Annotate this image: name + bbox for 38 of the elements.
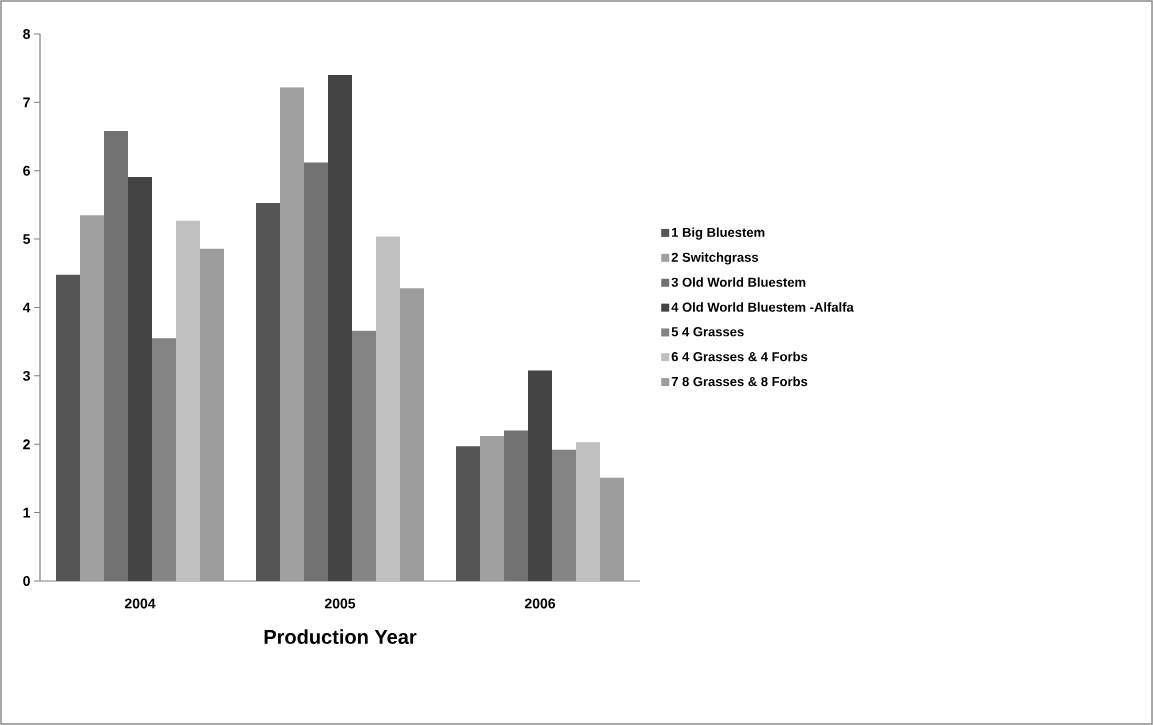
- y-tick-label: 2: [23, 439, 30, 450]
- bar: [528, 370, 553, 581]
- bar: [328, 75, 352, 581]
- legend-label: 1 Big Bluestem: [672, 227, 765, 240]
- y-tick-label: 0: [23, 576, 30, 586]
- bar: [176, 220, 200, 581]
- bar: [480, 436, 505, 581]
- y-tick-label: 3: [22, 370, 30, 381]
- bar: [400, 288, 425, 581]
- legend-label: 6 4 Grasses & 4 Forbs: [671, 351, 808, 362]
- y-tick-label: 6: [23, 165, 30, 176]
- bar: [600, 477, 625, 581]
- y-tick-label: 5: [23, 234, 31, 245]
- y-tick-label: 4: [22, 302, 31, 313]
- bar: [376, 236, 401, 581]
- bar: [504, 430, 529, 581]
- x-tick-label: 2006: [524, 598, 556, 609]
- bar: [280, 87, 304, 581]
- bar: [104, 131, 128, 581]
- y-tick-label: 8: [23, 29, 31, 39]
- x-tick-label: 2004: [124, 598, 156, 609]
- bar: [304, 162, 328, 581]
- legend-label: 4 Old World Bluestem -Alfalfa: [671, 302, 854, 312]
- legend-label: 2 Switchgrass: [671, 252, 759, 265]
- bar: [128, 176, 152, 581]
- legend-label: 5 4 Grasses: [671, 327, 744, 337]
- bar: [576, 442, 601, 581]
- bar: [200, 248, 224, 581]
- x-axis-title: Production Year: [264, 629, 417, 644]
- x-tick-label: 2005: [324, 598, 356, 609]
- legend-label: 7 8 Grasses & 8 Forbs: [671, 376, 808, 387]
- bar: [456, 446, 481, 581]
- bar: [56, 274, 80, 581]
- y-tick-label: 1: [23, 507, 31, 518]
- bar: [256, 202, 280, 581]
- legend-label: 3 Old World Bluestem: [671, 277, 806, 287]
- bar: [80, 215, 104, 581]
- y-tick-label: 7: [23, 97, 30, 108]
